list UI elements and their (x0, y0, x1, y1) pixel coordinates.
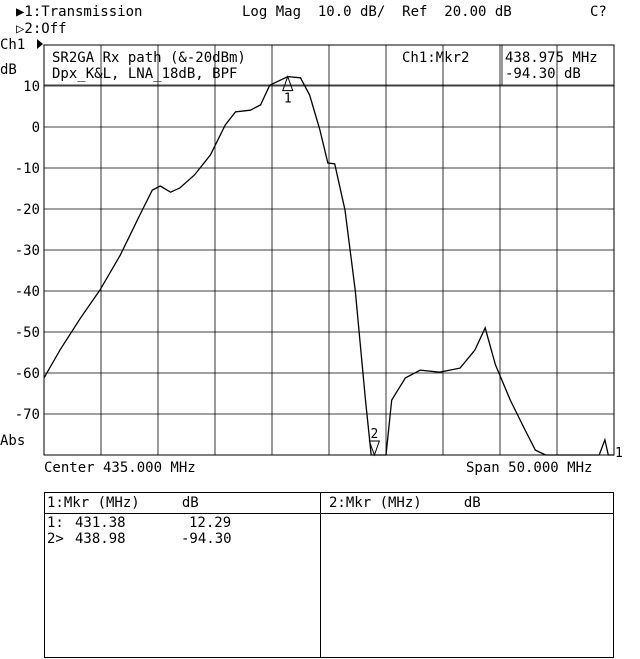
y-tick-label: -60 (15, 366, 40, 382)
status-indicator: C? (590, 4, 607, 20)
y-tick-label: -40 (15, 284, 40, 300)
marker-table: 1:Mkr (MHz) dB 2:Mkr (MHz) dB 1: 431.38 12… (44, 492, 614, 658)
marker-triangle-icon (282, 75, 294, 92)
reference-pointer-icon (37, 39, 43, 49)
row-freq: 431.38 (75, 515, 126, 531)
marker-label: 2 (370, 427, 378, 442)
y-tick-label: 10 (23, 79, 40, 95)
trace-line (43, 75, 614, 456)
trace-end-marker: 1 (615, 446, 623, 461)
marker-readout-label: Ch1:Mkr2 (402, 50, 470, 66)
table-row: 1: 431.38 12.29 (47, 515, 231, 531)
marker-readout-value: -94.30 dB (505, 66, 581, 82)
annotation-line1: SR2GA Rx path (&-20dBm) (52, 50, 246, 66)
marker-readout-freq: 438.975 MHz (505, 50, 598, 66)
unit-label: dB (0, 62, 17, 78)
abs-label: Abs (0, 433, 26, 449)
format-scale: Log Mag 10.0 dB/ Ref 20.00 dB (242, 4, 512, 20)
y-tick-label: -70 (15, 407, 40, 423)
annotation-line2: Dpx_K&L, LNA_18dB, BPF (52, 66, 238, 82)
y-tick-label: -30 (15, 243, 40, 259)
y-tick-label: -20 (15, 202, 40, 218)
span-frequency: Span 50.000 MHz (466, 460, 593, 476)
row-id: 1: (47, 515, 64, 531)
table-divider (320, 493, 321, 657)
y-tick-label: -50 (15, 325, 40, 341)
row-id: 2> (47, 531, 64, 547)
center-frequency: Center 435.000 MHz (44, 460, 196, 476)
row-value: 12.29 (189, 515, 232, 531)
row-value: -94.30 (181, 531, 232, 547)
marker-label: 1 (284, 92, 292, 107)
marker-triangle-icon (368, 440, 381, 457)
table-row: 2> 438.98 -94.30 (47, 531, 232, 547)
right-table-header: 2:Mkr (MHz) dB (329, 495, 481, 511)
y-tick-label: 0 (32, 120, 40, 136)
y-tick-label: -10 (15, 161, 40, 177)
trace-plot: 10 0 -10 -20 -30 -40 -50 -60 -70 1 2 1 (15, 39, 623, 461)
channel-label: Ch1 (0, 37, 26, 53)
table-header-line (45, 513, 613, 514)
trace2-label[interactable]: ▷2:Off (16, 21, 67, 37)
left-table-header: 1:Mkr (MHz) dB (47, 495, 199, 511)
trace1-label[interactable]: ▶1:Transmission (16, 4, 143, 20)
row-freq: 438.98 (75, 531, 126, 547)
